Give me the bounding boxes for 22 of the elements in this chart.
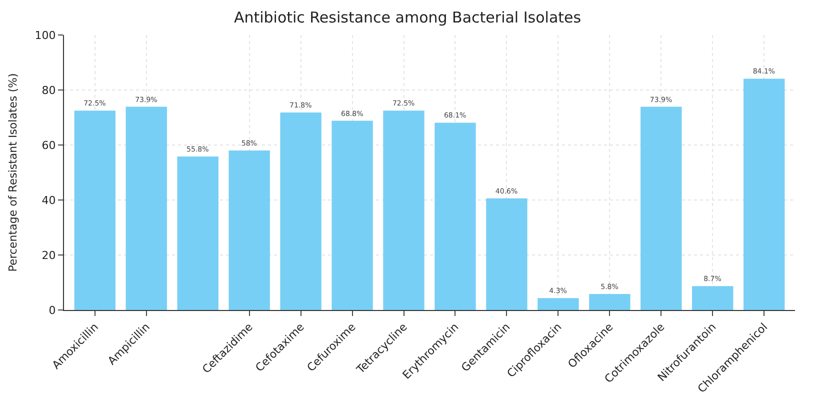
bar: [744, 78, 785, 310]
bar: [280, 112, 322, 310]
bar: [383, 110, 424, 310]
bar: [74, 110, 116, 310]
y-tick-label: 0: [48, 304, 56, 317]
bar: [177, 156, 218, 310]
bar: [126, 106, 167, 310]
bar: [692, 286, 734, 310]
bar: [486, 198, 528, 310]
y-axis-title: Percentage of Resistant Isolates (%): [6, 73, 20, 272]
y-tick-label: 60: [42, 138, 56, 152]
bar: [228, 150, 270, 310]
bar: [538, 298, 579, 310]
y-tick-label: 40: [42, 194, 56, 207]
chart-title: Antibiotic Resistance among Bacterial Isolates: [234, 8, 582, 27]
y-tick-label: 20: [42, 248, 56, 262]
bar: [589, 294, 630, 310]
bar: [332, 120, 373, 310]
y-tick-label: 80: [42, 84, 56, 97]
bar: [434, 122, 476, 310]
y-tick-label: 100: [34, 28, 56, 42]
bar: [640, 106, 682, 310]
